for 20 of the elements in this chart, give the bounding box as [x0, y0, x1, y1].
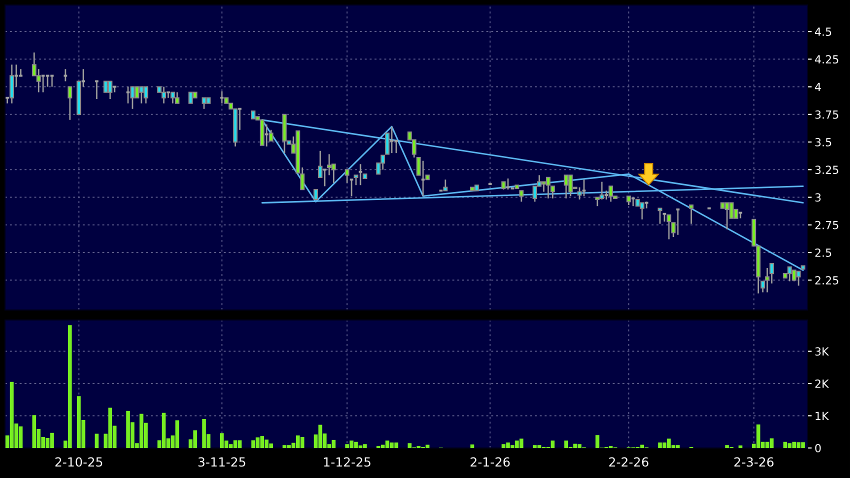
- y-tick-label: 2.5: [815, 248, 832, 257]
- y-tick-label: 0: [815, 444, 821, 452]
- y-tick-label: 3.25: [815, 166, 838, 174]
- y-tick-label: 2.25: [815, 276, 838, 285]
- x-tick-label: 2-10-25: [55, 457, 102, 467]
- y-tick-label: 4.5: [814, 28, 832, 36]
- y-tick-label: 4.25: [814, 55, 838, 64]
- x-tick-label: 3-11-25: [198, 457, 246, 467]
- y-tick-label: 2K: [815, 379, 830, 388]
- y-tick-label: 3.75: [815, 110, 838, 119]
- x-tick-label: 2-3-26: [734, 457, 774, 467]
- x-tick-label: 1-12-25: [324, 457, 370, 467]
- y-tick-label: 4: [814, 82, 821, 92]
- x-tick-label: 2-1-26: [470, 457, 510, 467]
- y-tick-label: 3K: [815, 347, 830, 356]
- y-tick-label: 2.75: [815, 220, 838, 230]
- y-tick-label: 3.5: [815, 138, 832, 146]
- y-tick-label: 3: [815, 193, 821, 202]
- y-tick-label: 1K: [816, 412, 830, 420]
- x-tick-label: 2-2-26: [609, 457, 648, 467]
